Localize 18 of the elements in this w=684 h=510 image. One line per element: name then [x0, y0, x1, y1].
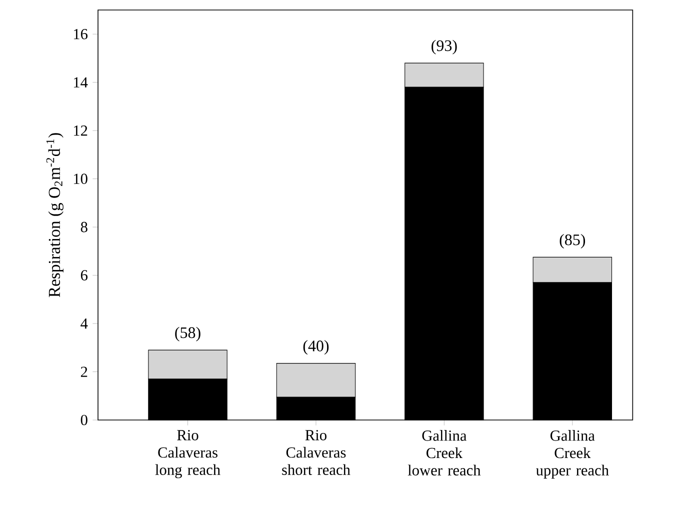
y-tick-label: 4 [80, 318, 88, 329]
annotation: (58) [175, 326, 200, 342]
y-tick-label: 12 [74, 126, 88, 136]
annotation: (93) [432, 40, 457, 54]
y-tick-label: 14 [74, 77, 88, 88]
x-tick-label: Rio Calaveras long reach [155, 430, 220, 478]
y-tick-label: 2 [80, 366, 88, 377]
annotation: (85) [560, 234, 586, 248]
y-tick-label: 10 [74, 174, 88, 184]
x-tick-label: Gallina Creek lower reach [408, 430, 481, 476]
y-tick-label: 16 [74, 28, 88, 40]
y-axis-title: Respiration (g O$_{2}$m$^{-2}$d$^{-1}$) [46, 133, 64, 298]
x-tick-label: Rio Calaveras short reach [282, 430, 350, 476]
annotation: (40) [303, 340, 329, 355]
y-tick-label: 8 [80, 222, 88, 232]
y-tick-label: 0 [80, 414, 88, 426]
x-tick-label: Gallina Creek upper reach [536, 430, 609, 479]
y-tick-label: 6 [80, 270, 88, 280]
